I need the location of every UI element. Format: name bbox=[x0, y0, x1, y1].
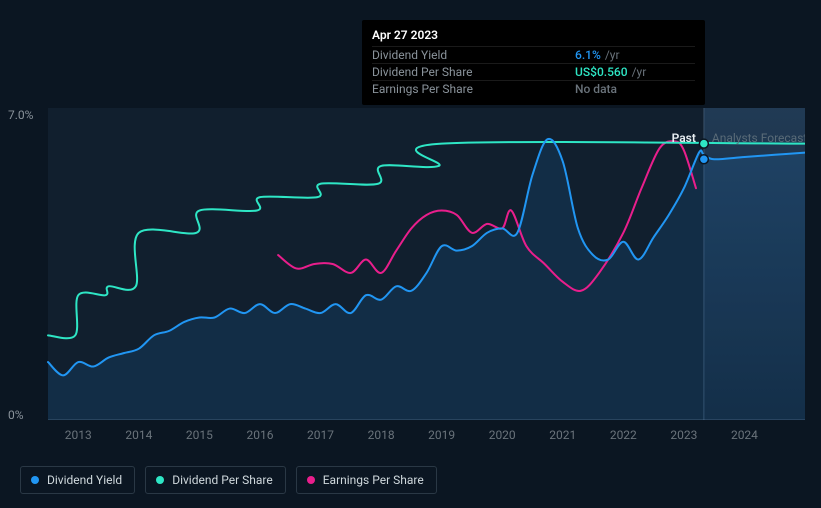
x-axis-tick: 2021 bbox=[549, 428, 576, 442]
x-axis-tick: 2017 bbox=[307, 428, 334, 442]
chart-legend: Dividend Yield Dividend Per Share Earnings… bbox=[20, 466, 437, 494]
legend-label: Dividend Yield bbox=[47, 473, 122, 487]
tooltip-row-label: Earnings Per Share bbox=[372, 82, 473, 96]
chart-plot-area[interactable]: Past Analysts Forecasts bbox=[16, 108, 805, 420]
legend-item[interactable]: Dividend Yield bbox=[20, 466, 135, 494]
x-axis-tick: 2022 bbox=[610, 428, 637, 442]
x-axis-tick: 2015 bbox=[186, 428, 213, 442]
tooltip-row: Earnings Per Share No data bbox=[372, 80, 695, 97]
x-axis-tick: 2013 bbox=[65, 428, 92, 442]
x-axis-tick: 2016 bbox=[246, 428, 273, 442]
legend-item[interactable]: Earnings Per Share bbox=[296, 466, 437, 494]
x-axis-tick: 2014 bbox=[125, 428, 152, 442]
x-axis-tick: 2023 bbox=[670, 428, 697, 442]
forecast-label: Analysts Forecasts bbox=[712, 131, 805, 145]
x-axis-tick: 2020 bbox=[489, 428, 516, 442]
legend-label: Dividend Per Share bbox=[172, 473, 273, 487]
x-axis-tick: 2019 bbox=[428, 428, 455, 442]
tooltip-row: Dividend Yield 6.1% /yr bbox=[372, 46, 695, 63]
tooltip-date: Apr 27 2023 bbox=[372, 28, 695, 42]
chart-tooltip: Apr 27 2023 Dividend Yield6.1%/yrDividen… bbox=[362, 20, 705, 105]
legend-label: Earnings Per Share bbox=[323, 473, 424, 487]
legend-dot-icon bbox=[307, 476, 315, 484]
tooltip-row-label: Dividend Yield bbox=[372, 48, 447, 62]
legend-dot-icon bbox=[31, 476, 39, 484]
x-axis-tick: 2024 bbox=[731, 428, 758, 442]
tooltip-row-value: No data bbox=[575, 82, 617, 96]
legend-item[interactable]: Dividend Per Share bbox=[145, 466, 286, 494]
tooltip-row-value: US$0.560 bbox=[575, 65, 628, 79]
tooltip-row-label: Dividend Per Share bbox=[372, 65, 473, 79]
tooltip-row: Dividend Per Share US$0.560/yr bbox=[372, 63, 695, 80]
tooltip-row-unit: /yr bbox=[632, 65, 647, 79]
tooltip-row-value: 6.1% bbox=[575, 48, 601, 62]
past-label: Past bbox=[672, 131, 696, 145]
x-axis: 2013 2014 2015 2016 2017 2018 2019 2020 2021 2022… bbox=[48, 428, 805, 448]
x-axis-tick: 2018 bbox=[368, 428, 395, 442]
legend-dot-icon bbox=[156, 476, 164, 484]
tooltip-row-unit: /yr bbox=[605, 48, 620, 62]
